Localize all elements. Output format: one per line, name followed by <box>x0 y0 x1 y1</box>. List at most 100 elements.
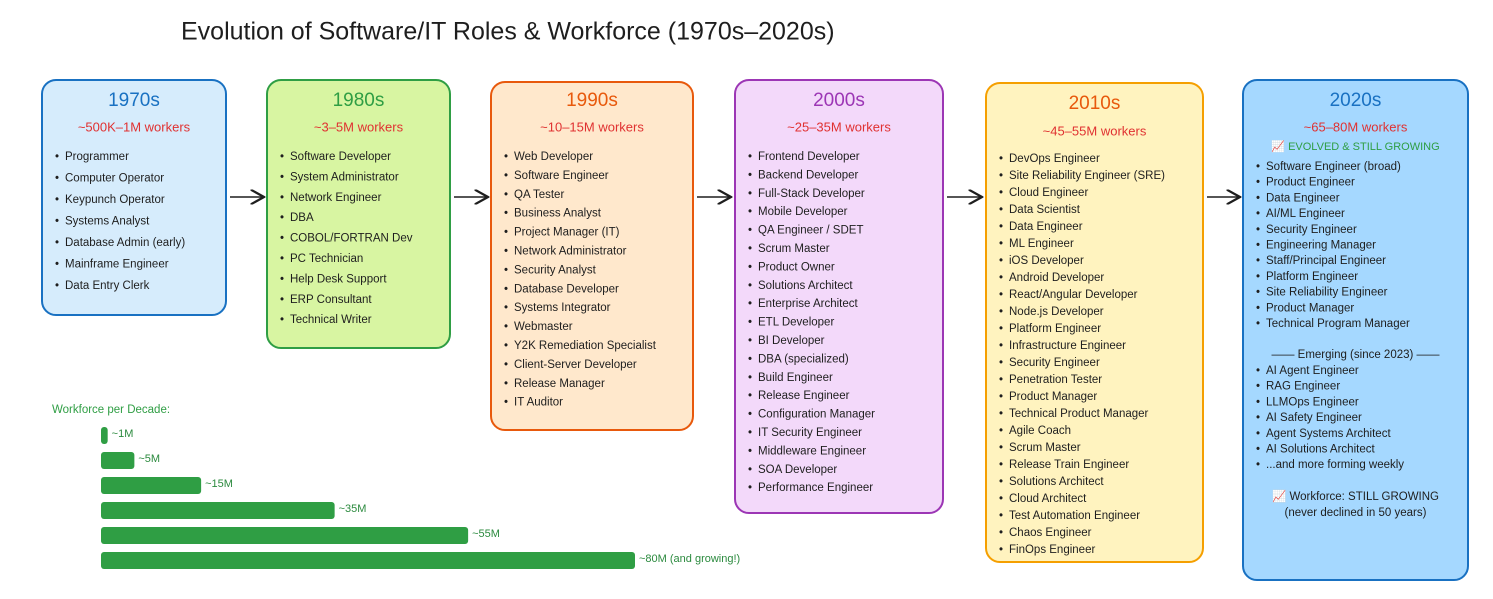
role: Product Owner <box>758 261 835 273</box>
role: Product Engineer <box>1266 177 1355 189</box>
bullet: • <box>999 340 1003 352</box>
role: Software Developer <box>290 151 391 163</box>
bullet: • <box>748 427 752 439</box>
decade-box <box>266 79 451 349</box>
role: Product Manager <box>1266 302 1354 314</box>
bullet: • <box>1256 255 1260 267</box>
role: BI Developer <box>758 335 825 347</box>
bullet: • <box>748 243 752 255</box>
role: Systems Analyst <box>65 216 150 228</box>
bullet: • <box>999 374 1003 386</box>
role: Enterprise Architect <box>758 298 859 310</box>
role: QA Engineer / SDET <box>758 225 863 237</box>
role: Programmer <box>65 151 129 163</box>
role: Cloud Engineer <box>1009 187 1088 199</box>
bullet: • <box>1256 428 1260 440</box>
role: Data Engineer <box>1009 221 1083 233</box>
bullet: • <box>1256 302 1260 314</box>
bar <box>101 527 469 544</box>
role: Site Reliability Engineer <box>1266 287 1388 299</box>
role: Configuration Manager <box>758 409 875 421</box>
bullet: • <box>1256 192 1260 204</box>
role: Network Administrator <box>514 246 627 258</box>
bullet: • <box>748 353 752 365</box>
bullet: • <box>999 204 1003 216</box>
bullet: • <box>1256 240 1260 252</box>
bullet: • <box>748 225 752 237</box>
decade-title: 2020s <box>1330 90 1382 111</box>
decade-title: 2010s <box>1069 93 1121 114</box>
bullet: • <box>999 289 1003 301</box>
decade-box <box>1242 79 1469 581</box>
role: Database Admin (early) <box>65 237 185 249</box>
bullet: • <box>999 306 1003 318</box>
role: Backend Developer <box>758 169 859 181</box>
workers: ~10–15M workers <box>540 119 644 134</box>
bullet: • <box>1256 412 1260 424</box>
workers: ~25–35M workers <box>787 119 891 134</box>
bar <box>101 427 108 444</box>
bullet: • <box>748 335 752 347</box>
bullet: • <box>1256 396 1260 408</box>
bullet: • <box>999 493 1003 505</box>
bullet: • <box>1256 318 1260 330</box>
role: Systems Integrator <box>514 302 611 314</box>
role: Engineering Manager <box>1266 240 1376 252</box>
role: React/Angular Developer <box>1009 289 1138 301</box>
role: FinOps Engineer <box>1009 544 1095 556</box>
bar <box>101 477 202 494</box>
role: Site Reliability Engineer (SRE) <box>1009 170 1165 182</box>
role: Solutions Architect <box>758 280 853 292</box>
bullet: • <box>999 221 1003 233</box>
decade-title: 1990s <box>566 90 618 111</box>
bullet: • <box>55 151 59 163</box>
role: Mobile Developer <box>758 206 848 218</box>
bullet: • <box>999 408 1003 420</box>
bullet: • <box>1256 381 1260 393</box>
role: Webmaster <box>514 321 573 333</box>
role: Performance Engineer <box>758 482 873 494</box>
bullet: • <box>999 357 1003 369</box>
page-title: Evolution of Software/IT Roles & Workfor… <box>181 18 835 46</box>
role: Mainframe Engineer <box>65 259 169 271</box>
role: Keypunch Operator <box>65 194 165 206</box>
role: iOS Developer <box>1009 255 1084 267</box>
role: Chaos Engineer <box>1009 527 1092 539</box>
bullet: • <box>280 273 284 285</box>
workers: ~45–55M workers <box>1043 123 1147 138</box>
bullet: • <box>748 280 752 292</box>
role: Help Desk Support <box>290 273 387 285</box>
role: Database Developer <box>514 283 619 295</box>
bullet: • <box>280 253 284 265</box>
bullet: • <box>999 323 1003 335</box>
role: Data Entry Clerk <box>65 280 150 292</box>
bullet: • <box>504 151 508 163</box>
bullet: • <box>1256 287 1260 299</box>
role: DevOps Engineer <box>1009 153 1100 165</box>
role: Platform Engineer <box>1266 271 1358 283</box>
role: Data Scientist <box>1009 204 1081 216</box>
bullet: • <box>748 482 752 494</box>
role: DBA <box>290 212 314 224</box>
role: AI Solutions Architect <box>1266 444 1375 456</box>
badge: 📈 EVOLVED & STILL GROWING <box>1271 140 1439 153</box>
bullet: • <box>504 302 508 314</box>
bullet: • <box>55 216 59 228</box>
footer-note: 📈 Workforce: STILL GROWING <box>1272 489 1439 503</box>
role: Node.js Developer <box>1009 306 1104 318</box>
role: ...and more forming weekly <box>1266 459 1404 471</box>
role: Scrum Master <box>758 243 830 255</box>
bullet: • <box>1256 444 1260 456</box>
role: Technical Program Manager <box>1266 318 1410 330</box>
bullet: • <box>504 359 508 371</box>
bar-label: ~1M <box>112 428 134 440</box>
bullet: • <box>999 544 1003 556</box>
role: Release Train Engineer <box>1009 459 1129 471</box>
role: Cloud Architect <box>1009 493 1087 505</box>
role: COBOL/FORTRAN Dev <box>290 233 413 245</box>
bullet: • <box>1256 459 1260 471</box>
bar-label: ~80M (and growing!) <box>639 553 740 565</box>
workers: ~500K–1M workers <box>78 119 191 134</box>
role: AI Agent Engineer <box>1266 365 1359 377</box>
role: System Administrator <box>290 171 399 183</box>
